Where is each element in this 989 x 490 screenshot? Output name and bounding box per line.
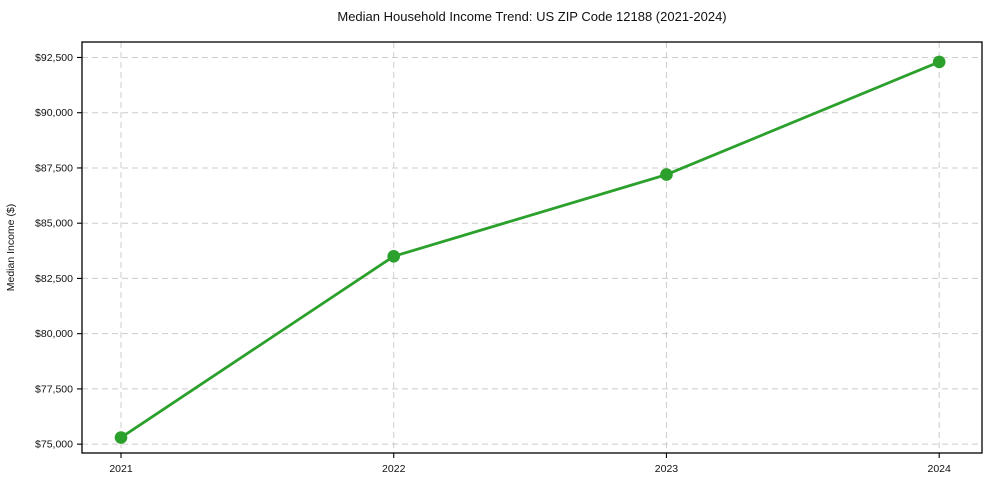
y-tick-label: $87,500 <box>35 162 73 174</box>
x-tick-label: 2021 <box>109 463 133 475</box>
data-point-2022 <box>387 249 401 263</box>
chart-title: Median Household Income Trend: US ZIP Co… <box>337 9 726 24</box>
series-line <box>119 60 941 439</box>
y-tick-label: $92,500 <box>35 52 73 64</box>
y-tick-label: $80,000 <box>35 328 73 340</box>
y-tick-label: $82,500 <box>35 273 73 285</box>
x-tick-label: 2024 <box>928 463 952 475</box>
data-point-2023 <box>660 168 673 181</box>
y-tick-label: $90,000 <box>35 107 73 119</box>
y-tick-label: $85,000 <box>35 218 73 230</box>
series-layer <box>114 55 946 444</box>
grid-layer <box>82 42 982 453</box>
data-point-2024 <box>932 55 946 69</box>
data-point-2021 <box>114 431 128 444</box>
y-axis-label: Median Income ($) <box>5 204 17 292</box>
plot-border <box>81 41 983 454</box>
y-tick-label: $77,500 <box>35 383 73 395</box>
x-tick-label: 2022 <box>382 463 406 475</box>
y-tick-label: $75,000 <box>35 439 73 451</box>
tick-layer: $75,000 $77,500 $80,000 $82,500 $85,000 $87,5… <box>35 52 951 475</box>
x-tick-label: 2023 <box>655 463 679 475</box>
